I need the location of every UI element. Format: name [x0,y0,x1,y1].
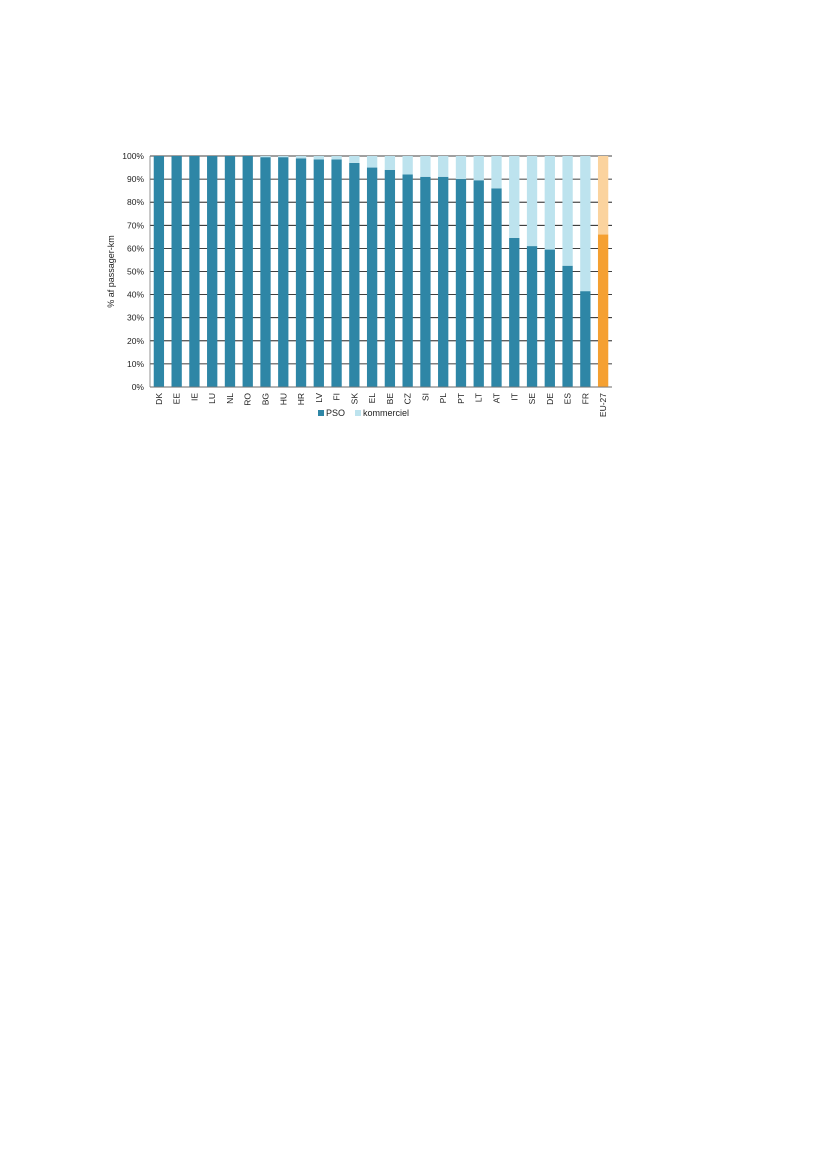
bar-hu-pso [278,157,289,387]
legend-swatch [355,410,361,416]
x-tick-label: NL [225,393,235,404]
bar-hr-kommerciel [295,156,307,159]
bar-eu-27-pso [597,234,609,387]
bar-at-pso [491,188,502,387]
bar-sk-pso [349,162,360,387]
bar-be-kommerciel [384,156,396,170]
bar-lv-pso [313,159,324,387]
x-tick-label: LV [314,393,324,403]
x-tick-label: FR [580,393,590,404]
x-tick-label: DK [154,393,164,405]
x-tick-label: EU-27 [598,393,608,417]
bar-pl-pso [438,176,449,387]
bar-se-pso [526,246,538,387]
bar-fi-kommerciel [331,156,342,160]
bar-lt-pso [473,180,484,387]
bar-be-pso [384,169,396,387]
legend-swatch [318,410,324,416]
x-tick-label: SK [349,393,359,405]
bar-it-kommerciel [509,156,520,239]
x-tick-label: PL [438,393,448,404]
bar-el-pso [366,167,378,387]
y-tick-label: 90% [127,174,144,184]
bar-lu-pso [207,156,218,387]
bar-hu-kommerciel [278,156,289,158]
bar-cz-pso [402,174,413,387]
y-tick-label: 0% [132,382,145,392]
bar-ie-pso [189,156,200,387]
bar-fi-pso [331,159,342,387]
y-tick-labels: 0% 10% 20% 30% 40% 50% 60% 70% 80% 90% 100% [122,151,144,392]
bar-pt-pso [455,179,467,387]
x-tick-label: IE [189,393,199,401]
x-tick-label: IT [509,393,519,401]
bar-cz-kommerciel [402,156,413,175]
y-tick-label: 60% [127,243,144,253]
y-axis-label: % af passager-km [106,235,116,308]
x-tick-label: CZ [403,393,413,404]
y-tick-label: 30% [127,313,144,323]
bar-hr-pso [295,158,307,387]
x-tick-label: EL [367,393,377,404]
bar-dk-pso [153,156,165,387]
bar-de-kommerciel [544,156,555,250]
bar-pt-kommerciel [455,156,467,180]
y-tick-label: 40% [127,290,144,300]
x-tick-label: HR [296,393,306,405]
bar-se-kommerciel [526,156,538,247]
x-tick-label: EE [172,393,182,405]
y-tick-label: 100% [122,151,144,161]
bar-si-kommerciel [420,156,431,177]
legend-label: PSO [326,408,345,418]
bar-es-kommerciel [562,156,573,266]
bar-sk-kommerciel [349,156,360,163]
bar-pl-kommerciel [438,156,449,177]
bar-nl-pso [224,156,236,387]
x-tick-label: BE [385,393,395,405]
gridlines [150,155,612,388]
x-tick-label: LU [207,393,217,404]
bar-bg-kommerciel [260,156,271,158]
x-tick-label: SE [527,393,537,405]
x-tick-label: RO [243,393,253,406]
x-tick-label: HU [278,393,288,405]
y-tick-label: 20% [127,336,144,346]
y-tick-label: 10% [127,359,144,369]
x-tick-label: AT [492,393,502,403]
bar-es-pso [562,265,573,387]
bar-lv-kommerciel [313,156,324,160]
bar-fr-kommerciel [580,156,591,292]
y-tick-label: 50% [127,267,144,277]
x-tick-labels: DK EE IE LU NL RO BG HU HR LV FI SK EL BE CZ SI PL PT LT AT… [154,393,608,417]
legend: PSO kommerciel [318,408,409,418]
bar-ee-pso [171,156,182,387]
bar-lt-kommerciel [473,156,484,181]
bar-at-kommerciel [491,156,502,189]
y-tick-label: 80% [127,197,144,207]
x-tick-label: BG [261,393,271,405]
axes [149,156,612,388]
bars [153,156,609,387]
bar-eu-27-kommerciel [597,156,609,235]
bar-fr-pso [580,291,591,387]
x-tick-label: FI [332,393,342,401]
bar-si-pso [420,176,431,387]
x-tick-label: LT [474,393,484,402]
y-tick-label: 70% [127,220,144,230]
bar-el-kommerciel [366,156,378,168]
bar-ro-pso [242,156,253,387]
x-tick-label: ES [563,393,573,405]
bar-bg-pso [260,157,271,387]
legend-label: kommerciel [363,408,409,418]
bar-de-pso [544,249,555,387]
x-tick-label: PT [456,393,466,404]
x-tick-label: SI [420,393,430,401]
bar-it-pso [509,238,520,387]
x-tick-label: DE [545,393,555,405]
